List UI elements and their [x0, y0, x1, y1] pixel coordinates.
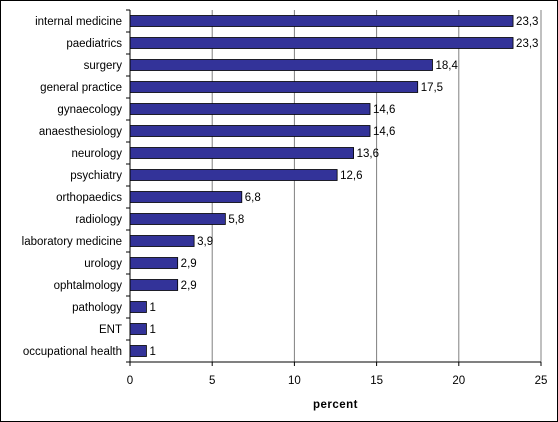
- x-axis-title: percent: [313, 399, 358, 411]
- category-label-1: paediatrics: [66, 38, 122, 50]
- value-label-11: 2,9: [181, 258, 197, 270]
- category-label-11: urology: [84, 258, 122, 270]
- value-label-2: 18,4: [435, 60, 458, 72]
- value-labels: 23,3 23,3 18,4 17,5 14,6 14,6 13,6 12,6 6,85,8 3,…: [149, 16, 538, 358]
- value-label-3: 17,5: [421, 82, 443, 94]
- value-label-15: 1: [149, 346, 155, 358]
- bar-11: [129, 257, 179, 269]
- bar-8: [129, 191, 243, 203]
- bar-15: [129, 345, 147, 357]
- value-label-9: 5,8: [228, 214, 244, 226]
- x-tick-label-15: 15: [370, 375, 383, 387]
- bar-5: [129, 125, 371, 137]
- bar-2: [129, 59, 433, 71]
- x-tick-label-20: 20: [452, 375, 465, 387]
- value-label-0: 23,3: [516, 16, 538, 28]
- x-tick-label-0: 0: [127, 375, 133, 387]
- value-label-7: 12,6: [340, 170, 362, 182]
- category-labels: internal medicine paediatrics surgery gener…: [22, 16, 123, 358]
- x-tick-labels: 0 5 10 15 20 25: [127, 362, 548, 387]
- category-label-10: laboratory medicine: [22, 236, 122, 248]
- category-label-4: gynaecology: [57, 104, 122, 116]
- x-tick-label-10: 10: [288, 375, 301, 387]
- category-label-14: ENT: [99, 324, 122, 336]
- bar-4: [129, 103, 371, 115]
- category-label-8: orthopaedics: [56, 192, 122, 204]
- axes: [126, 9, 541, 366]
- value-label-5: 14,6: [373, 126, 395, 138]
- bar-0: [129, 15, 514, 27]
- x-tick-label-5: 5: [209, 375, 215, 387]
- category-label-7: psychiatry: [70, 170, 122, 182]
- value-label-6: 13,6: [357, 148, 379, 160]
- value-label-4: 14,6: [373, 104, 395, 116]
- value-label-10: 3,9: [197, 236, 213, 248]
- bar-6: [129, 147, 354, 159]
- category-label-2: surgery: [84, 60, 123, 72]
- category-label-15: occupational health: [23, 346, 122, 358]
- bar-3: [129, 81, 419, 93]
- category-label-13: pathology: [72, 302, 122, 314]
- bar-10: [129, 235, 195, 247]
- category-label-0: internal medicine: [35, 16, 122, 28]
- category-label-12: ophtalmology: [54, 280, 123, 292]
- value-label-8: 6,8: [245, 192, 261, 204]
- value-label-1: 23,3: [516, 38, 538, 50]
- value-label-14: 1: [149, 324, 155, 336]
- bar-1: [129, 37, 514, 49]
- x-tick-label-25: 25: [535, 375, 548, 387]
- bar-13: [129, 301, 147, 313]
- bar-12: [129, 279, 179, 291]
- value-label-12: 2,9: [181, 280, 197, 292]
- category-label-6: neurology: [71, 148, 122, 160]
- bars: [129, 15, 514, 357]
- category-label-9: radiology: [75, 214, 122, 226]
- bar-14: [129, 323, 147, 335]
- category-label-3: general practice: [40, 82, 122, 94]
- bar-7: [129, 169, 338, 181]
- category-label-5: anaesthesiology: [39, 126, 122, 138]
- bar-9: [129, 213, 226, 225]
- value-label-13: 1: [149, 302, 155, 314]
